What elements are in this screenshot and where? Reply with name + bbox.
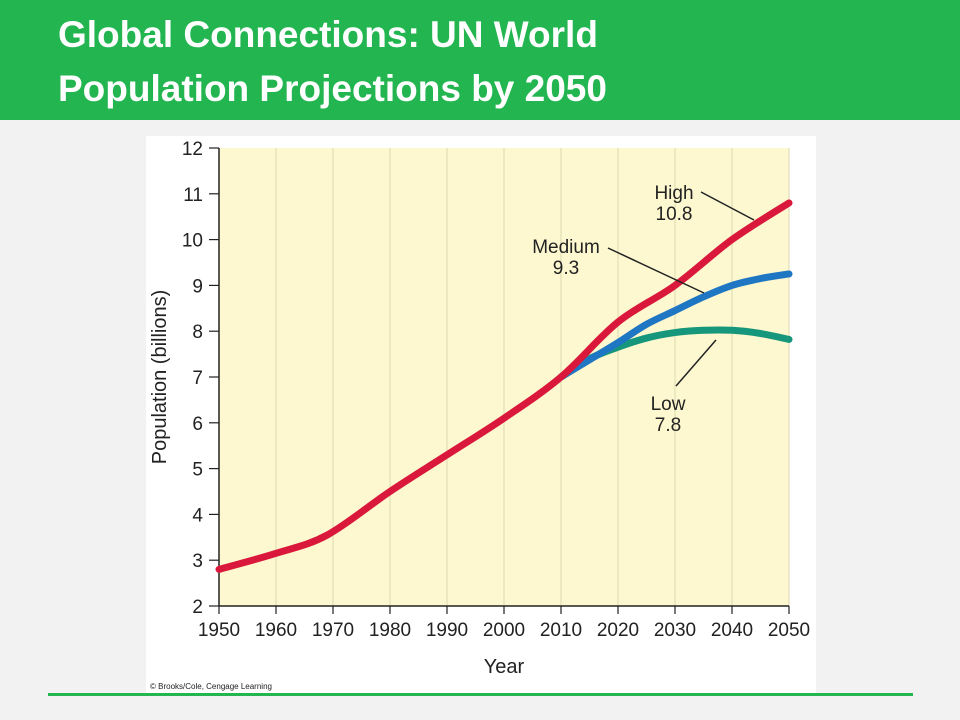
x-tick-label: 1990: [426, 620, 468, 641]
slide-title-line-1: Global Connections: UN World: [58, 14, 598, 55]
y-tick-label: 7: [192, 368, 203, 389]
x-tick-label: 2010: [540, 620, 582, 641]
y-tick-label: 2: [192, 597, 203, 618]
credit-text: © Brooks/Cole, Cengage Learning: [150, 682, 272, 691]
y-tick-label: 5: [192, 460, 203, 481]
x-tick-label: 1970: [312, 620, 354, 641]
slide-title: Global Connections: UN World Population …: [58, 8, 938, 116]
bottom-rule: [48, 693, 913, 696]
x-tick-label: 1960: [255, 620, 297, 641]
leader-line-medium: [607, 247, 705, 294]
x-tick-label: 2050: [768, 620, 810, 641]
leader-line-high: [700, 191, 755, 221]
series-value-label-low: 7.8: [655, 415, 681, 436]
x-tick-label: 2030: [654, 620, 696, 641]
slide-title-line-2: Population Projections by 2050: [58, 68, 607, 109]
x-tick-label: 1950: [198, 620, 240, 641]
y-tick-label: 4: [192, 505, 203, 526]
x-tick-label: 2000: [483, 620, 525, 641]
y-tick-label: 3: [192, 551, 203, 572]
figure-panel: 2 3 4 5 6 7 8 9 10 11 12 1950 1960 1970 1980 1990 2000 20…: [146, 136, 816, 696]
leader-line-low: [675, 339, 717, 387]
y-tick-label: 11: [183, 185, 203, 206]
population-chart: 2 3 4 5 6 7 8 9 10 11 12 1950 1960 1970 1980 1990 2000 20…: [149, 139, 810, 691]
series-value-label-medium: 9.3: [553, 258, 579, 279]
x-tick-label: 2020: [597, 620, 639, 641]
y-tick-label: 6: [192, 414, 203, 435]
title-bar: Global Connections: UN World Population …: [0, 0, 960, 120]
axes: 2 3 4 5 6 7 8 9 10 11 12 1950 1960 1970 1980 1990 2000 20…: [182, 139, 810, 641]
series-label-high: High: [654, 183, 693, 204]
series-value-label-high: 10.8: [656, 204, 693, 225]
y-tick-label: 10: [182, 231, 203, 252]
x-tick-label: 1980: [369, 620, 411, 641]
y-tick-label: 8: [192, 322, 203, 343]
y-tick-label: 9: [192, 276, 203, 297]
series-label-low: Low: [651, 394, 686, 415]
series-line-high: [215, 199, 793, 573]
y-axis-label: Population (billions): [149, 290, 171, 465]
series-label-medium: Medium: [532, 237, 600, 258]
series-lines: [215, 199, 793, 573]
x-tick-label: 2040: [711, 620, 753, 641]
y-tick-label: 12: [182, 139, 203, 160]
x-axis-label: Year: [484, 656, 525, 678]
series-line-medium: [557, 270, 793, 381]
